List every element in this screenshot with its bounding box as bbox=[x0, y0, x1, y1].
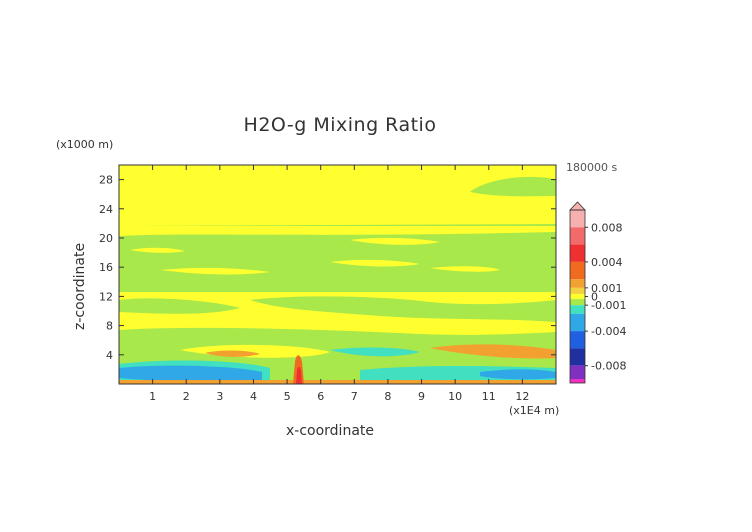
time-label: 180000 s bbox=[566, 161, 618, 174]
contour-yellow-streak-4 bbox=[160, 267, 270, 275]
y-tick-label: 4 bbox=[106, 349, 113, 362]
x-axis-ticks: 1 2 3 4 5 6 7 8 9 10 11 12 bbox=[149, 165, 529, 403]
colorbar-segment bbox=[570, 244, 585, 262]
x-tick-label: 7 bbox=[351, 390, 358, 403]
contour-blue-low bbox=[119, 365, 262, 382]
colorbar-tick-label: 0.001 bbox=[591, 282, 623, 295]
contour-surface-orange bbox=[119, 380, 556, 384]
contour-cyan-mid bbox=[330, 347, 420, 357]
x-axis-label: x-coordinate bbox=[286, 423, 375, 439]
x-axis-unit: (x1E4 m) bbox=[509, 404, 560, 417]
x-tick-label: 6 bbox=[317, 390, 324, 403]
colorbar-segment bbox=[570, 279, 585, 288]
x-tick-label: 4 bbox=[250, 390, 257, 403]
x-tick-label: 5 bbox=[284, 390, 291, 403]
colorbar-segment bbox=[570, 348, 585, 366]
contour-blue-right bbox=[480, 369, 556, 380]
colorbar-segment bbox=[570, 365, 585, 383]
colorbar-segment bbox=[570, 261, 585, 280]
y-tick-label: 12 bbox=[99, 290, 113, 303]
colorbar-overflow-arrow bbox=[569, 201, 586, 211]
contour-orange-west bbox=[205, 350, 260, 357]
plot-area bbox=[119, 165, 556, 384]
contour-green-upper-right bbox=[470, 176, 556, 197]
colorbar-segment bbox=[570, 227, 585, 245]
x-tick-label: 10 bbox=[448, 390, 462, 403]
x-tick-label: 3 bbox=[216, 390, 223, 403]
chart-title: H2O-g Mixing Ratio bbox=[243, 114, 437, 136]
colorbar-segment bbox=[570, 305, 585, 314]
colorbar-tick-label: -0.004 bbox=[591, 325, 626, 338]
colorbar-tick-label: 0.008 bbox=[591, 221, 623, 234]
y-axis-ticks: 4 8 12 16 20 24 28 bbox=[99, 174, 556, 362]
x-tick-label: 8 bbox=[384, 390, 391, 403]
x-tick-label: 1 bbox=[149, 390, 156, 403]
colorbar-tick-label: -0.001 bbox=[591, 299, 626, 312]
colorbar-segment bbox=[570, 379, 585, 383]
contour-yellow-streak-6 bbox=[430, 266, 500, 272]
contour-orange-east bbox=[430, 344, 556, 359]
contour-green-lower-patch-2 bbox=[250, 296, 556, 322]
colorbar-tick-label: -0.008 bbox=[591, 360, 626, 373]
y-tick-label: 8 bbox=[106, 320, 113, 333]
x-tick-label: 2 bbox=[183, 390, 190, 403]
colorbar-segment bbox=[570, 293, 585, 300]
contour-plume-core bbox=[296, 367, 302, 384]
contour-green-lower-patch-1 bbox=[119, 298, 240, 314]
colorbar-segment bbox=[570, 299, 585, 306]
plot-frame bbox=[118, 164, 557, 385]
x-tick-label: 12 bbox=[515, 390, 529, 403]
z-axis-unit: (x1000 m) bbox=[56, 138, 114, 151]
contour-yellow-streak-3 bbox=[130, 247, 185, 253]
contour-green-band bbox=[119, 224, 556, 292]
y-tick-label: 16 bbox=[99, 261, 113, 274]
x-tick-label: 9 bbox=[418, 390, 425, 403]
colorbar-segment bbox=[570, 331, 585, 349]
y-tick-label: 28 bbox=[99, 174, 113, 187]
y-tick-label: 24 bbox=[99, 203, 113, 216]
colorbar-tick-label: 0.004 bbox=[591, 256, 623, 269]
x-tick-label: 11 bbox=[482, 390, 496, 403]
colorbar-segment bbox=[570, 287, 585, 294]
y-tick-label: 20 bbox=[99, 232, 113, 245]
contour-yellow-streak-2 bbox=[350, 237, 440, 245]
colorbar-segment bbox=[570, 210, 585, 228]
colorbar-segment bbox=[570, 313, 585, 332]
contour-yellow-streak-5 bbox=[330, 259, 420, 267]
colorbar-tick-label: 0 bbox=[591, 291, 598, 304]
contour-yellow-streak-1 bbox=[119, 226, 556, 236]
